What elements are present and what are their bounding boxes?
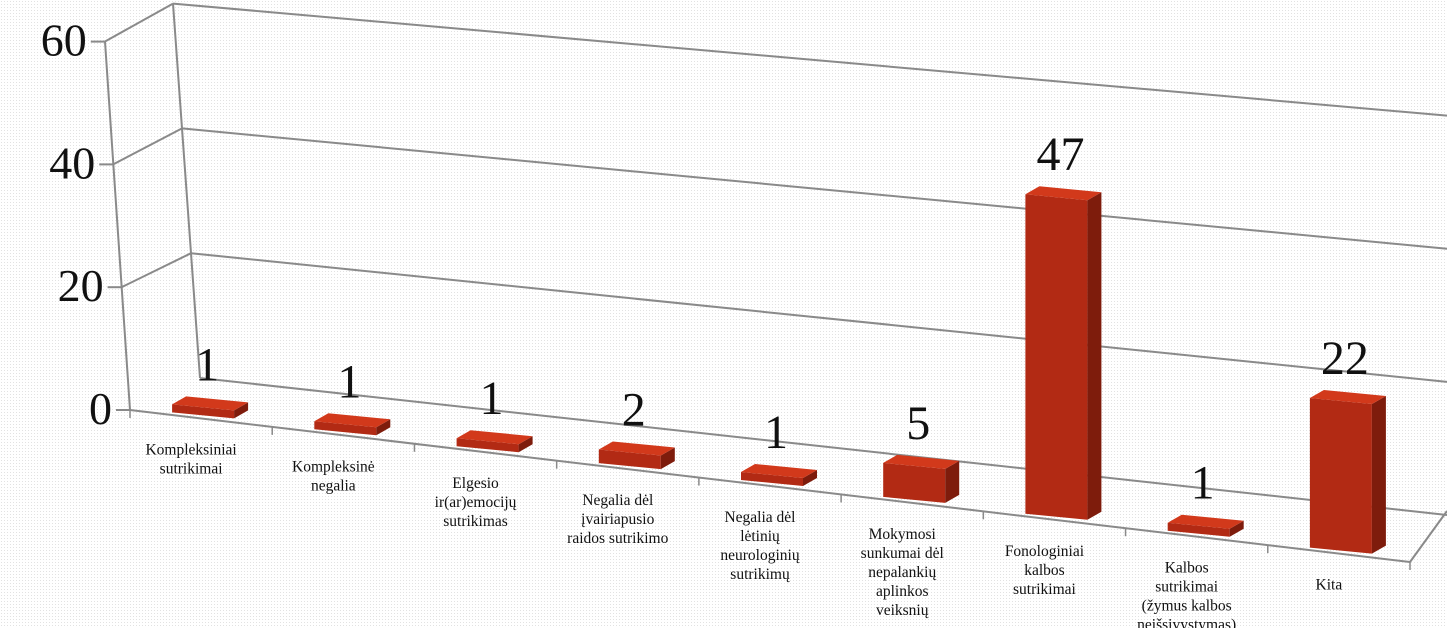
x-tick-label-line: nepalankių [868, 564, 936, 581]
bar-front-8 [1309, 398, 1372, 554]
data-label-3: 2 [622, 384, 646, 437]
data-label-6: 47 [1036, 128, 1084, 181]
bar-top-5 [883, 454, 960, 469]
bar-front-4 [741, 472, 803, 486]
bar-side-7 [1229, 520, 1244, 537]
bar-top-6 [1025, 186, 1102, 201]
bar-front-1 [314, 421, 377, 436]
x-tick-label-line: aplinkos [876, 583, 929, 600]
y-axis-line [104, 41, 131, 411]
bar-side-2 [518, 436, 533, 453]
x-tick-label-line: sutrikimas [443, 513, 508, 530]
side-gridline-60 [104, 2, 174, 43]
bar-front-5 [883, 462, 946, 503]
x-tick-label-line: sutrikimai [1013, 581, 1077, 598]
x-tick-label-line: sutrikimai [1155, 579, 1219, 596]
x-tick-label-0: Kompleksiniai sutrikimai [145, 441, 237, 477]
bar-side-4 [803, 470, 817, 486]
x-tick-label-line: sutrikimų [730, 566, 790, 583]
bar-front-3 [598, 449, 661, 470]
x-tick-label-line: sunkumai dėl [861, 545, 944, 562]
data-label-2: 1 [480, 372, 504, 425]
bar-side-6 [1087, 192, 1102, 520]
x-tick-label-line: įvairiapusio [581, 511, 654, 528]
x-tick-label-line: ir(ar)emocijų [435, 494, 517, 511]
floor-right-edge [1409, 510, 1447, 563]
bar-side-3 [660, 447, 675, 470]
x-tick-label-line: Negalia dėl [582, 492, 653, 509]
data-label-0: 1 [195, 338, 219, 391]
bar-top-0 [172, 396, 249, 411]
data-label-7: 1 [1191, 457, 1215, 510]
bar-side-0 [234, 402, 249, 419]
y-tick-label-20: 20 [58, 260, 104, 311]
x-tick-label-line: Kompleksiniai [145, 441, 237, 458]
x-tick-label-line: (žymus kalbos [1142, 598, 1232, 615]
x-tick-label-line: Negalia dėl [724, 509, 795, 526]
x-tick-label-line: Fonologiniai [1005, 543, 1085, 560]
side-wall-back-edge [172, 3, 201, 379]
x-tick-label-line: lėtinių [740, 528, 780, 545]
gridline-60 [172, 2, 1447, 117]
x-tick-label-line: Mokymosi [869, 526, 937, 543]
gridline-20 [190, 252, 1447, 383]
x-tick-label-line: Kompleksinė [292, 458, 375, 475]
bar-front-7 [1167, 522, 1230, 537]
x-tick-label-line: veiksnių [876, 602, 929, 619]
x-tick-label-line: kalbos [1024, 562, 1064, 579]
data-label-1: 1 [337, 355, 361, 408]
side-gridline-40 [112, 127, 183, 166]
y-tick-label-60: 60 [41, 15, 87, 66]
bar-top-4 [741, 464, 817, 478]
bar-front-2 [456, 438, 519, 453]
bar-top-2 [456, 430, 533, 445]
data-label-5: 5 [906, 397, 930, 450]
bar-side-5 [945, 460, 960, 503]
x-tick-label-line: Kita [1316, 577, 1343, 594]
floor-back-edge [199, 377, 1447, 516]
x-axis-line [129, 409, 1411, 563]
x-tick-label-5: Mokymosi sunkumai dėl nepalankių aplinkos ve… [861, 526, 944, 619]
x-tick-label-line: Elgesio [452, 475, 499, 492]
x-tick-label-1: Kompleksinė negalia [292, 458, 375, 494]
x-tick-label-2: Elgesio ir(ar)emocijų sutrikimas [435, 475, 517, 530]
x-tick-label-7: Kalbos sutrikimai (žymus kalbos neišsivysty… [1137, 560, 1236, 628]
x-tick-label-4: Negalia dėl lėtinių neurologinių sutrikimų [720, 509, 799, 583]
gridline-40 [181, 127, 1447, 250]
x-tick-label-6: Fonologiniai kalbos sutrikimai [1005, 543, 1085, 598]
bar-front-0 [172, 404, 235, 419]
x-tick-label-line: neurologinių [720, 547, 799, 564]
x-tick-label-line: sutrikimai [160, 460, 224, 477]
x-tick-label-line: Kalbos [1165, 560, 1209, 577]
x-tick-label-8: Kita [1316, 577, 1343, 594]
bar-side-1 [376, 419, 391, 436]
y-tick-label-40: 40 [49, 137, 95, 188]
y-tick-label-0: 0 [89, 383, 112, 434]
bar-front-6 [1025, 194, 1088, 520]
bar-top-8 [1309, 390, 1386, 404]
bar-top-7 [1167, 514, 1244, 529]
bar-top-1 [314, 413, 391, 428]
bar-top-3 [598, 441, 675, 456]
data-label-8: 22 [1321, 332, 1369, 385]
data-label-4: 1 [764, 406, 788, 459]
bar-side-8 [1371, 396, 1386, 554]
x-tick-label-line: neišsivystymas) [1137, 617, 1236, 628]
side-gridline-20 [121, 252, 192, 289]
x-tick-label-line: negalia [311, 477, 356, 494]
x-tick-label-line: raidos sutrikimo [567, 530, 668, 547]
x-tick-label-3: Negalia dėl įvairiapusio raidos sutrikimo [567, 492, 668, 547]
